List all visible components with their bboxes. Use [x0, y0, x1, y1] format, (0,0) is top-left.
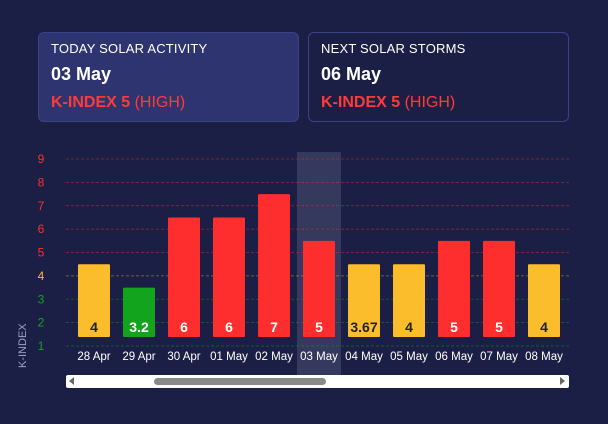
- x-tick-label: 01 May: [210, 351, 248, 363]
- y-tick-label: 6: [38, 222, 45, 236]
- y-tick-label: 3: [38, 292, 45, 306]
- x-tick-label: 08 May: [525, 351, 563, 363]
- next-k-index-value: K-INDEX 5: [321, 94, 401, 111]
- next-card-date: 06 May: [321, 64, 382, 84]
- bar: [78, 264, 110, 337]
- scrollbar-thumb[interactable]: [154, 378, 326, 385]
- y-tick-label: 4: [38, 269, 45, 283]
- bar-value-label: 3.2: [129, 319, 149, 335]
- bar: [438, 240, 470, 337]
- bar-value-label: 7: [270, 319, 278, 335]
- y-tick-label: 1: [38, 339, 45, 353]
- bar-value-label: 4: [90, 319, 98, 335]
- scroll-right-arrow-icon[interactable]: [560, 377, 565, 385]
- next-k-index-line: K-INDEX 5 (HIGH): [321, 94, 556, 112]
- y-tick-label: 7: [38, 199, 45, 213]
- x-tick-label: 04 May: [345, 351, 383, 363]
- bar: [303, 240, 335, 337]
- bar-value-label: 4: [405, 319, 413, 335]
- bar: [483, 240, 515, 337]
- today-k-index-level: (HIGH): [134, 94, 186, 111]
- chart-horizontal-scrollbar[interactable]: [66, 375, 569, 388]
- bar-value-label: 3.67: [350, 319, 377, 335]
- x-tick-label: 07 May: [480, 351, 518, 363]
- next-card-title: NEXT SOLAR STORMS: [321, 41, 466, 56]
- bar-value-label: 6: [225, 319, 233, 335]
- y-tick-label: 9: [38, 152, 45, 166]
- today-card-date: 03 May: [51, 64, 112, 84]
- today-card-title: TODAY SOLAR ACTIVITY: [51, 41, 208, 56]
- bar: [123, 287, 155, 337]
- x-tick-label: 28 Apr: [77, 351, 110, 363]
- bar: [528, 264, 560, 337]
- x-tick-label: 30 Apr: [167, 351, 200, 363]
- bar-value-label: 6: [180, 319, 188, 335]
- bar-value-label: 5: [315, 319, 323, 335]
- bar: [393, 264, 425, 337]
- next-k-index-level: (HIGH): [404, 94, 456, 111]
- y-tick-label: 2: [38, 316, 45, 330]
- bar-value-label: 4: [540, 319, 548, 335]
- bar: [258, 194, 290, 337]
- y-tick-label: 5: [38, 246, 45, 260]
- bar-value-label: 5: [495, 319, 503, 335]
- today-solar-activity-card: TODAY SOLAR ACTIVITY 03 May K-INDEX 5 (H…: [38, 32, 299, 122]
- next-solar-storms-card: NEXT SOLAR STORMS 06 May K-INDEX 5 (HIGH…: [308, 32, 569, 122]
- bar-value-label: 5: [450, 319, 458, 335]
- x-tick-label: 29 Apr: [122, 351, 155, 363]
- y-axis-label: K-INDEX: [17, 323, 29, 368]
- y-tick-label: 8: [38, 175, 45, 189]
- x-tick-label: 03 May: [300, 351, 338, 363]
- scroll-left-arrow-icon[interactable]: [69, 377, 74, 385]
- bar: [213, 217, 245, 337]
- x-tick-label: 02 May: [255, 351, 293, 363]
- bar: [348, 264, 380, 337]
- bar: [168, 217, 200, 337]
- x-tick-label: 05 May: [390, 351, 428, 363]
- today-k-index-line: K-INDEX 5 (HIGH): [51, 94, 286, 112]
- x-tick-label: 06 May: [435, 351, 473, 363]
- today-k-index-value: K-INDEX 5: [51, 94, 131, 111]
